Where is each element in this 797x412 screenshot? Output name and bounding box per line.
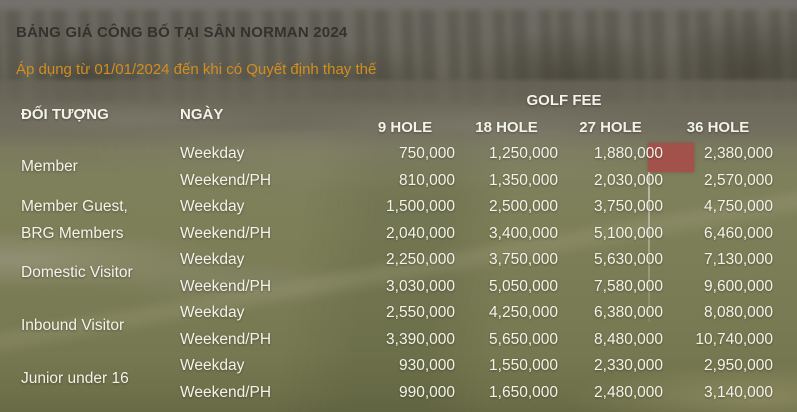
fee-cell: 1,880,000	[594, 145, 663, 163]
group-label-junior: Junior under 16	[21, 370, 129, 388]
day-cell: Weekday	[180, 357, 245, 375]
fee-cell: 9,600,000	[704, 277, 773, 295]
table-row: Domestic Visitor Weekday 2,250,000 3,750…	[21, 247, 773, 281]
fee-cell: 930,000	[398, 357, 455, 375]
effective-date-note: Áp dụng từ 01/01/2024 đến khi có Quyết đ…	[16, 61, 377, 78]
column-header-ngay: NGÀY	[180, 105, 224, 123]
fee-cell: 3,390,000	[386, 330, 455, 348]
fee-cell: 1,650,000	[489, 383, 558, 401]
fee-cell: 1,250,000	[489, 145, 558, 163]
fee-cell: 2,030,000	[594, 171, 663, 189]
fee-cell: 5,650,000	[489, 330, 558, 348]
fee-cell: 2,380,000	[704, 145, 773, 163]
page-title: BẢNG GIÁ CÔNG BỐ TẠI SÂN NORMAN 2024	[16, 24, 348, 41]
group-label-member-guest: Member Guest, BRG Members	[21, 198, 128, 242]
day-cell: Weekend/PH	[180, 224, 272, 242]
day-cell: Weekend/PH	[180, 171, 272, 189]
fee-cell: 7,580,000	[594, 277, 663, 295]
day-cell: Weekday	[180, 304, 245, 322]
fairway	[0, 130, 797, 412]
table-row: Weekend/PH 990,000 1,650,000 2,480,000 3…	[21, 380, 773, 407]
column-header-18-hole: 18 HOLE	[475, 119, 538, 136]
fee-cell: 5,050,000	[489, 277, 558, 295]
fee-cell: 6,460,000	[704, 224, 773, 242]
fee-cell: 7,130,000	[704, 251, 773, 269]
fee-cell: 1,500,000	[386, 198, 455, 216]
fee-cell: 6,380,000	[594, 304, 663, 322]
day-cell: Weekend/PH	[180, 330, 272, 348]
day-cell: Weekend/PH	[180, 383, 272, 401]
fee-cell: 1,350,000	[489, 171, 558, 189]
fee-cell: 3,400,000	[489, 224, 558, 242]
fee-cell: 8,080,000	[704, 304, 773, 322]
fee-cell: 3,750,000	[489, 251, 558, 269]
column-header-36-hole: 36 HOLE	[686, 119, 750, 136]
column-header-golf-fee: GOLF FEE	[526, 92, 602, 109]
column-header-doi-tuong: ĐỐI TƯỢNG	[21, 105, 109, 123]
day-cell: Weekend/PH	[180, 277, 272, 295]
fee-cell: 2,550,000	[386, 304, 455, 322]
fee-cell: 810,000	[398, 171, 455, 189]
fee-cell: 750,000	[398, 145, 455, 163]
table-header-row-top: ĐỐI TƯỢNG NGÀY GOLF FEE	[21, 87, 773, 123]
fee-cell: 2,480,000	[594, 383, 663, 401]
table-row: Weekend/PH 810,000 1,350,000 2,030,000 2…	[21, 168, 773, 195]
table-row: Weekend/PH 3,390,000 5,650,000 8,480,000…	[21, 327, 773, 354]
fee-cell: 8,480,000	[594, 330, 663, 348]
fee-cell: 4,250,000	[489, 304, 558, 322]
table-row: Weekend/PH 3,030,000 5,050,000 7,580,000…	[21, 274, 773, 301]
table-row: Member Guest, BRG Members Weekday 1,500,…	[21, 194, 773, 242]
fee-cell: 3,030,000	[386, 277, 455, 295]
day-cell: Weekday	[180, 251, 245, 269]
fee-cell: 2,250,000	[386, 251, 455, 269]
fee-cell: 10,740,000	[695, 330, 773, 348]
table-row: Weekend/PH 2,040,000 3,400,000 5,100,000…	[21, 221, 773, 248]
fee-cell: 2,570,000	[704, 171, 773, 189]
group-label-member: Member	[21, 158, 78, 176]
day-cell: Weekday	[180, 145, 245, 163]
table-row: Inbound Visitor Weekday 2,550,000 4,250,…	[21, 300, 773, 334]
fee-cell: 2,330,000	[594, 357, 663, 375]
group-label-inbound-visitor: Inbound Visitor	[21, 317, 125, 335]
price-table: ĐỐI TƯỢNG NGÀY GOLF FEE 9 HOLE 18 HOLE 2…	[21, 87, 773, 406]
fee-cell: 4,750,000	[704, 198, 773, 216]
day-cell: Weekday	[180, 198, 245, 216]
fee-cell: 2,500,000	[489, 198, 558, 216]
fee-cell: 5,100,000	[594, 224, 663, 242]
fee-cell: 1,550,000	[489, 357, 558, 375]
golf-flag-icon	[648, 143, 694, 172]
fee-cell: 5,630,000	[594, 251, 663, 269]
column-header-27-hole: 27 HOLE	[579, 119, 642, 136]
column-header-9-hole: 9 HOLE	[377, 119, 433, 136]
fee-cell: 2,950,000	[704, 357, 773, 375]
fee-cell: 990,000	[398, 383, 455, 401]
group-label-domestic-visitor: Domestic Visitor	[21, 264, 133, 282]
flag-pole	[648, 170, 650, 322]
table-row: Junior under 16 Weekday 930,000 1,550,00…	[21, 353, 773, 387]
fee-cell: 3,750,000	[594, 198, 663, 216]
fee-cell: 2,040,000	[386, 224, 455, 242]
table-header-row-holes: 9 HOLE 18 HOLE 27 HOLE 36 HOLE	[21, 114, 773, 141]
table-row: Member Weekday 750,000 1,250,000 1,880,0…	[21, 141, 773, 175]
fee-cell: 3,140,000	[704, 383, 773, 401]
